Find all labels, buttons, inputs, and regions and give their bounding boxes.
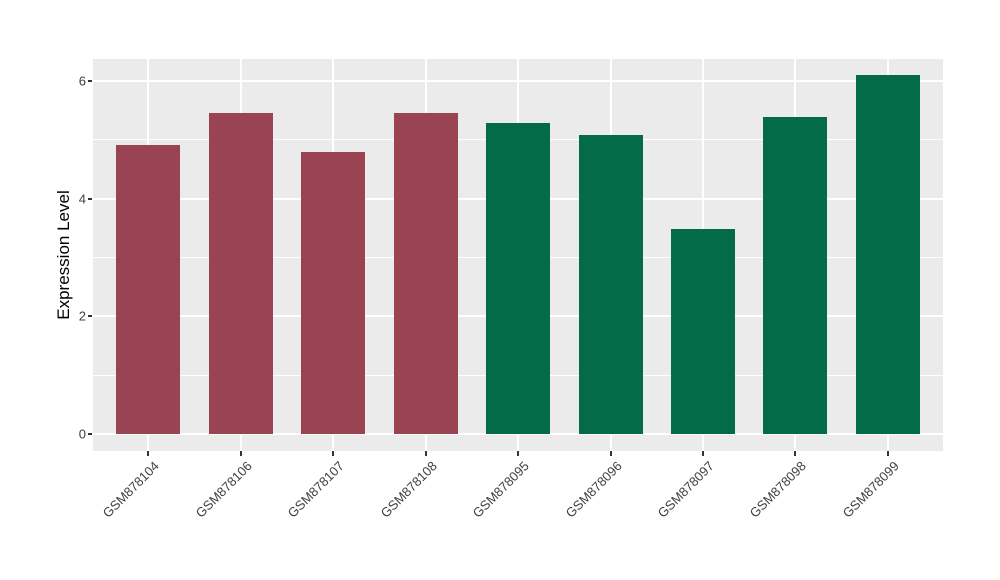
y-tick-mark xyxy=(88,433,92,435)
bar xyxy=(578,135,643,434)
x-tick-mark xyxy=(517,451,520,456)
bar xyxy=(855,74,920,434)
y-tick-label: 6 xyxy=(78,73,86,89)
x-tick-label: GSM878107 xyxy=(284,458,348,521)
x-tick-label: GSM878104 xyxy=(100,458,163,521)
bar xyxy=(393,113,458,434)
bar xyxy=(670,229,735,434)
x-tick-label: GSM878098 xyxy=(747,458,810,521)
y-tick-label: 4 xyxy=(78,191,86,207)
y-tick-mark xyxy=(88,197,92,200)
x-tick-mark xyxy=(794,451,797,456)
x-tick-label: GSM878096 xyxy=(562,458,625,521)
y-tick-label: 0 xyxy=(78,426,86,442)
y-tick-label: 2 xyxy=(78,308,86,324)
plot-panel xyxy=(93,59,943,451)
x-tick-label: GSM878106 xyxy=(192,458,255,521)
bar xyxy=(301,152,366,434)
x-tick-mark xyxy=(701,451,704,456)
y-tick-mark xyxy=(88,80,92,83)
x-tick-label: GSM878097 xyxy=(654,458,717,521)
x-tick-mark xyxy=(147,451,150,456)
y-tick-mark xyxy=(88,315,92,318)
x-tick-label: GSM878108 xyxy=(377,458,440,521)
x-tick-label: GSM878095 xyxy=(469,458,533,521)
bar xyxy=(208,113,273,434)
x-tick-label: GSM878099 xyxy=(839,458,902,521)
y-axis-title: Expression Level xyxy=(54,190,73,320)
bar xyxy=(486,123,551,434)
x-tick-mark xyxy=(424,451,427,456)
x-tick-mark xyxy=(886,451,889,456)
bar xyxy=(763,116,828,434)
x-tick-mark xyxy=(332,451,335,456)
x-tick-mark xyxy=(239,451,242,456)
bar xyxy=(116,145,181,434)
x-tick-mark xyxy=(609,451,612,456)
